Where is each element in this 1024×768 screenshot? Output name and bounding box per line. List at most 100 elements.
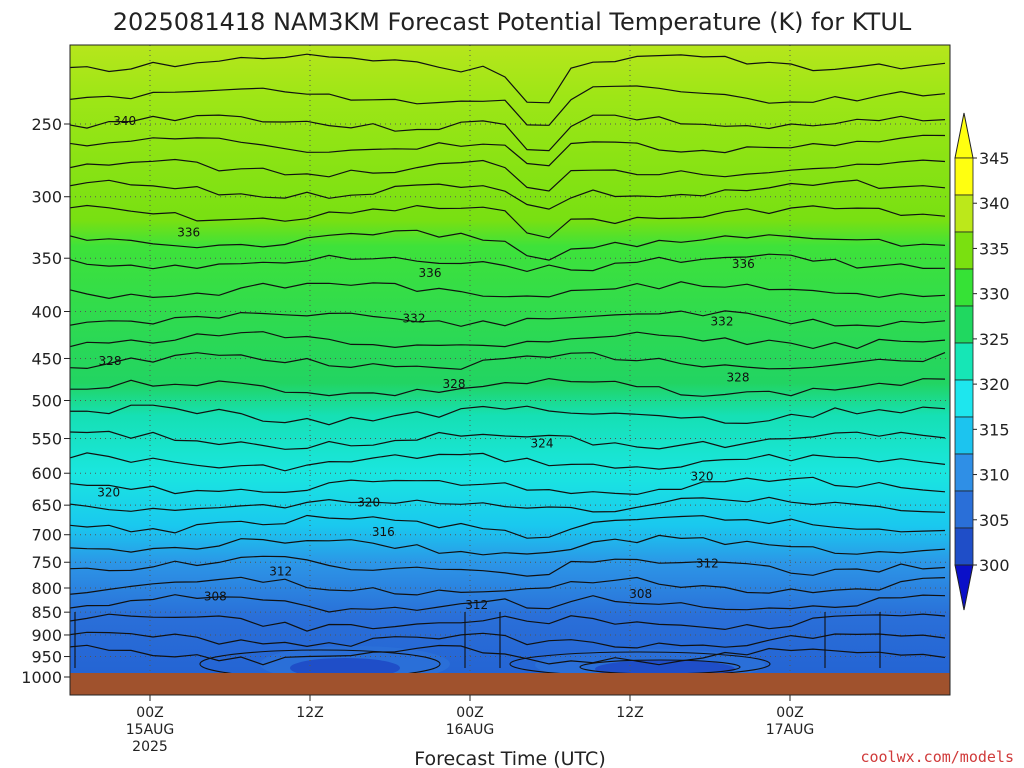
- colorbar-tick-label: 330: [979, 285, 1010, 304]
- contour-label: 336: [732, 257, 755, 271]
- colorbar-tick-label: 305: [979, 511, 1010, 530]
- isentrope-line: [70, 352, 946, 370]
- colorbar-swatch: [954, 527, 974, 566]
- y-tick-label: 500: [31, 392, 62, 411]
- isentrope-line: [70, 377, 946, 397]
- isentrope-line: [70, 613, 946, 632]
- colorbar-tick-label: 320: [979, 375, 1010, 394]
- chart-title: 2025081418 NAM3KM Forecast Potential Tem…: [113, 8, 912, 36]
- colorbar-over-arrow: [954, 112, 974, 159]
- contour-label: 320: [97, 486, 120, 500]
- y-tick-label: 400: [31, 302, 62, 321]
- y-tick-label: 1000: [21, 668, 62, 687]
- contour-label: 320: [691, 470, 714, 484]
- y-tick-label: 700: [31, 526, 62, 545]
- colorbar-swatch: [954, 231, 974, 270]
- isentrope-line: [70, 631, 946, 649]
- x-tick-label: 15AUG: [126, 722, 175, 738]
- isentrope-line: [70, 253, 946, 273]
- contour-label: 336: [419, 266, 442, 280]
- colorbar-swatch: [954, 305, 974, 344]
- contour-labels: 340 336 336 336 332 332 328 328 328 324 320 320 320 3…: [97, 114, 755, 612]
- potential-temperature-field: [70, 45, 950, 695]
- contour-label: 324: [531, 437, 554, 451]
- x-tick-label: 00Z: [456, 705, 483, 721]
- isentrope-line: [70, 229, 946, 261]
- y-tick-label: 300: [31, 188, 62, 207]
- x-tick-label: 12Z: [616, 705, 643, 721]
- contour-label: 312: [465, 598, 488, 612]
- x-tick-label: 17AUG: [766, 722, 815, 738]
- isentrope-line: [70, 576, 946, 596]
- x-tick-label: 2025: [132, 739, 168, 755]
- colorbar-tick-label: 325: [979, 330, 1010, 349]
- x-tick-label: 16AUG: [446, 722, 495, 738]
- colorbar-tick-label: 340: [979, 194, 1010, 213]
- colorbar-swatch: [954, 379, 974, 418]
- watermark: coolwx.com/models: [860, 748, 1014, 766]
- colorbar-tick-label: 315: [979, 420, 1010, 439]
- x-tick-label: 00Z: [136, 705, 163, 721]
- colorbar-tick-label: 310: [979, 466, 1010, 485]
- y-tick-label: 600: [31, 464, 62, 483]
- y-tick-label: 900: [31, 626, 62, 645]
- y-tick-label: 350: [31, 249, 62, 268]
- contour-label: 336: [177, 225, 200, 239]
- isentrope-line: [70, 114, 946, 152]
- y-axis: 250 300 350 400 450 500 550 600 650 700 750 800 850 9…: [21, 115, 70, 687]
- colorbar-swatch: [954, 342, 974, 381]
- isentrope-line: [70, 555, 946, 577]
- isentrope-line: [70, 430, 946, 450]
- isentrope-line: [70, 281, 946, 300]
- colorbar-under-arrow: [954, 564, 974, 611]
- y-tick-label: 850: [31, 603, 62, 622]
- x-tick-label: 00Z: [776, 705, 803, 721]
- x-tick-label: 12Z: [296, 705, 323, 721]
- colorbar-swatch: [954, 490, 974, 529]
- y-tick-label: 800: [31, 579, 62, 598]
- isentrope-line: [70, 452, 946, 472]
- contour-label: 332: [403, 311, 426, 325]
- y-tick-label: 950: [31, 648, 62, 667]
- colorbar-swatch: [954, 416, 974, 455]
- isentrope-line: [70, 514, 946, 539]
- y-tick-label: 550: [31, 430, 62, 449]
- contour-label: 312: [696, 556, 719, 570]
- contour-label: 328: [443, 377, 466, 391]
- contour-label: 328: [99, 354, 122, 368]
- isentrope-line: [70, 404, 946, 426]
- plot-frame: [69, 44, 951, 696]
- isentrope-line: [70, 158, 946, 192]
- colorbar-tick-label: 335: [979, 239, 1010, 258]
- isentrope-contours: [70, 53, 946, 679]
- isentrope-line: [70, 476, 946, 496]
- isentrope-line: [70, 644, 946, 666]
- isentrope-line: [70, 594, 946, 613]
- colorbar-swatch: [954, 268, 974, 307]
- contour-label: 320: [357, 496, 380, 510]
- isentrope-line: [70, 134, 946, 167]
- contour-label: 332: [711, 314, 734, 328]
- isentrope-line: [70, 310, 946, 328]
- isentrope-line: [70, 331, 946, 350]
- colorbar-swatch: [954, 453, 974, 492]
- contour-label: 340: [113, 114, 136, 128]
- ground-terrain: [70, 672, 950, 695]
- y-tick-label: 650: [31, 496, 62, 515]
- y-tick-label: 250: [31, 115, 62, 134]
- contour-label: 312: [269, 565, 292, 579]
- colorbar-tick-label: 300: [979, 556, 1010, 575]
- colorbar-swatch: [954, 157, 974, 196]
- y-tick-label: 750: [31, 553, 62, 572]
- isentrope-line: [70, 204, 946, 239]
- contour-label: 308: [204, 589, 227, 603]
- contour-label: 308: [629, 587, 652, 601]
- colorbar-tick-label: 345: [979, 149, 1010, 168]
- colorbar-swatch: [954, 194, 974, 233]
- isentrope-line: [70, 53, 946, 104]
- plot-area: 340 336 336 336 332 332 328 328 328 324 320 320 320 3…: [70, 45, 950, 695]
- isentrope-line: [70, 534, 946, 556]
- isentrope-line: [70, 496, 946, 513]
